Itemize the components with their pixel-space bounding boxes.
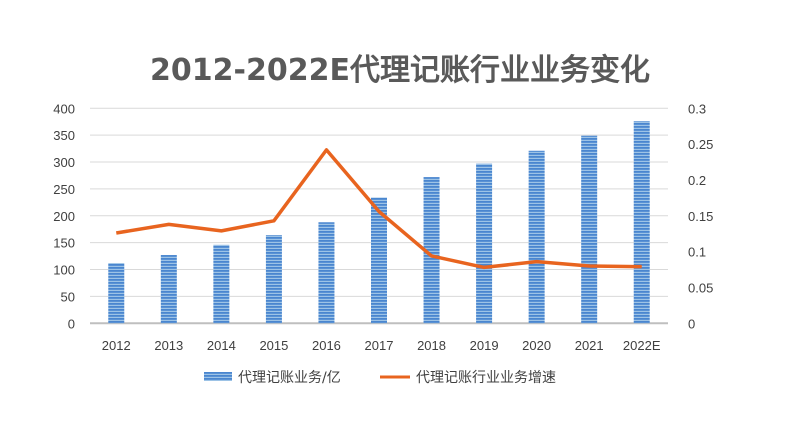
- legend-line-label: 代理记账行业业务增速: [416, 370, 556, 386]
- y-right-tick-label: 0: [688, 316, 695, 331]
- bar-series: [108, 121, 650, 324]
- legend-bar-swatch: [204, 372, 232, 381]
- x-tick-label: 2021: [575, 338, 604, 353]
- x-tick-label: 2015: [259, 338, 288, 353]
- y-left-tick-label: 0: [68, 316, 75, 331]
- x-tick-label: 2013: [154, 338, 183, 353]
- x-tick-label: 2020: [522, 338, 551, 353]
- y-left-tick-label: 250: [53, 182, 75, 197]
- y-right-tick-label: 0.05: [688, 280, 713, 295]
- bar-2015: [265, 235, 282, 324]
- legend: 代理记账业务/亿 代理记账行业业务增速: [204, 370, 556, 386]
- bar-2017: [371, 197, 387, 324]
- x-tick-label: 2016: [312, 338, 341, 353]
- x-tick-label: 2022E: [623, 338, 661, 353]
- y-left-tick-label: 100: [53, 263, 75, 278]
- bar-2012: [108, 263, 125, 324]
- y-right-tick-label: 0.2: [688, 173, 706, 188]
- x-tick-label: 2012: [102, 338, 131, 353]
- bar-2020: [528, 150, 545, 324]
- growth-line: [115, 148, 642, 270]
- y-right-tick-label: 0.15: [688, 209, 713, 224]
- y-right-tick-label: 0.25: [688, 137, 713, 152]
- y-right-tick-label: 0.3: [688, 101, 706, 116]
- chart-title: 2012-2022E代理记账行业业务变化: [150, 53, 650, 88]
- bar-2021: [581, 135, 598, 324]
- x-tick-label: 2014: [207, 338, 236, 353]
- y-left-tick-label: 150: [53, 236, 75, 251]
- y-left-tick-label: 300: [53, 155, 75, 170]
- axis-ticks: 0 50 100 150 200 250 300 350 400 0 0.05 0.1 0.15 0.2 0…: [53, 101, 713, 353]
- bar-2013: [160, 255, 177, 324]
- bar-2016: [318, 222, 335, 324]
- bar-2019: [476, 163, 493, 324]
- bar-2014: [213, 244, 230, 324]
- y-left-tick-label: 50: [61, 289, 75, 304]
- bar-2018: [423, 177, 440, 324]
- legend-bar-label: 代理记账业务/亿: [238, 370, 341, 386]
- y-left-tick-label: 200: [53, 209, 75, 224]
- x-tick-label: 2019: [470, 338, 499, 353]
- line-series: [115, 148, 642, 270]
- y-left-tick-label: 400: [53, 101, 75, 116]
- x-tick-label: 2017: [365, 338, 394, 353]
- x-tick-label: 2018: [417, 338, 446, 353]
- y-left-tick-label: 350: [53, 128, 75, 143]
- y-right-tick-label: 0.1: [688, 245, 706, 260]
- bar-2022E: [633, 121, 650, 324]
